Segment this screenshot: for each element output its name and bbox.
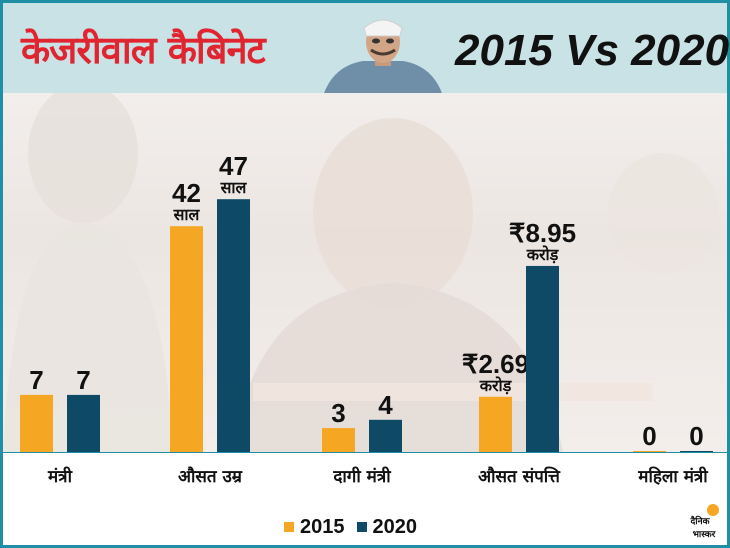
legend-swatch-2020 (356, 522, 367, 532)
bar-2015-1 (170, 226, 203, 453)
data-label-2020-3-0: ₹8.95 (509, 218, 576, 248)
bar-2015-3 (479, 396, 512, 453)
data-label-2020-1-0: 47 (219, 151, 248, 181)
category-label-3: औसत संपत्ति (478, 467, 560, 487)
data-label-2015-1-0: 42 (172, 178, 201, 208)
bar-2015-2 (322, 428, 355, 453)
bar-2020-0 (67, 394, 100, 453)
legend-label-2020: 2020 (372, 515, 418, 538)
logo-text-1: दैनिक (689, 515, 710, 527)
category-label-4: महिला मंत्री (638, 467, 708, 487)
kejriwal-portrait-icon (323, 19, 443, 96)
hindi-title: केजरीवाल कैबिनेट (21, 28, 266, 72)
category-label-2: दागी मंत्री (333, 467, 391, 487)
data-label-2015-4-0: 0 (642, 421, 656, 451)
data-label-2020-0-0: 7 (76, 365, 90, 395)
data-label-2015-0-0: 7 (29, 365, 43, 395)
legend-label-2015: 2015 (300, 515, 345, 538)
data-label-2020-4-0: 0 (689, 421, 703, 451)
legend-swatch-2015 (284, 522, 294, 532)
category-label-1: औसत उम्र (178, 467, 242, 487)
legend-item-2020: 2020 (356, 515, 418, 539)
bar-2015-0 (20, 394, 53, 453)
data-label-2020-1-1: साल (220, 178, 248, 197)
data-label-2015-2-0: 3 (331, 398, 345, 428)
bar-2020-3 (526, 265, 559, 453)
legend: 2015 2020 (284, 514, 484, 540)
category-label-0: मंत्री (48, 467, 72, 487)
logo-text-2: भास्कर (693, 530, 716, 540)
bar-2020-1 (217, 199, 250, 453)
english-title: 2015 Vs 2020 (455, 26, 730, 75)
data-label-2015-3-0: ₹2.69 (462, 349, 529, 379)
data-label-2015-3-1: करोड़ (479, 376, 513, 395)
data-label-2015-1-1: साल (173, 205, 201, 224)
dainik-bhaskar-logo: दैनिक भास्कर (684, 503, 724, 543)
data-label-2020-3-1: करोड़ (526, 245, 560, 264)
legend-item-2015: 2015 (284, 516, 345, 539)
data-label-2020-2-0: 4 (378, 390, 393, 420)
bar-2020-2 (369, 419, 402, 453)
header-bar: केजरीवाल कैबिनेट 2015 Vs 2020 (3, 3, 730, 96)
